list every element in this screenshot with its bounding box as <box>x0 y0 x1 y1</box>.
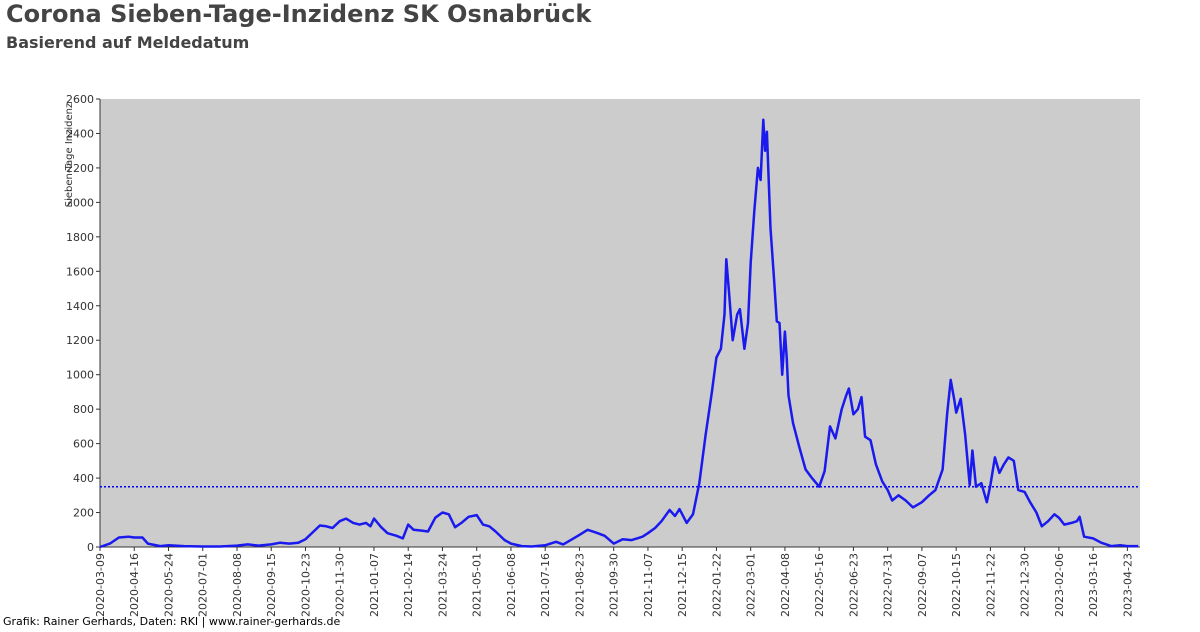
y-tick-label: 1800 <box>66 231 94 244</box>
x-tick-label: 2021-07-16 <box>539 553 552 617</box>
x-tick-label: 2022-11-22 <box>984 553 997 617</box>
x-tick-label: 2020-03-09 <box>94 553 107 617</box>
y-tick-label: 1200 <box>66 334 94 347</box>
chart-title: Corona Sieben-Tage-Inzidenz SK Osnabrück <box>6 0 592 28</box>
y-tick-label: 800 <box>73 403 94 416</box>
x-tick-label: 2022-12-30 <box>1019 553 1032 617</box>
y-axis-label: Sieben-Tage Inzidenz <box>64 103 75 207</box>
y-tick-label: 200 <box>73 507 94 520</box>
x-tick-label: 2021-02-14 <box>402 553 415 617</box>
x-tick-label: 2020-11-30 <box>334 553 347 617</box>
x-tick-label: 2022-01-22 <box>710 553 723 617</box>
x-tick-label: 2022-06-23 <box>847 553 860 617</box>
y-tick-label: 1600 <box>66 265 94 278</box>
y-tick-label: 2000 <box>66 196 94 209</box>
y-tick-label: 1400 <box>66 300 94 313</box>
x-tick-label: 2021-03-24 <box>436 553 449 617</box>
x-tick-label: 2020-08-08 <box>231 553 244 617</box>
x-tick-label: 2022-03-01 <box>745 553 758 617</box>
y-tick-label: 400 <box>73 472 94 485</box>
x-tick-label: 2021-01-07 <box>368 553 381 617</box>
x-tick-label: 2021-05-01 <box>471 553 484 617</box>
x-tick-label: 2021-06-08 <box>505 553 518 617</box>
x-tick-label: 2023-02-06 <box>1053 553 1066 617</box>
x-tick-label: 2022-07-31 <box>882 553 895 617</box>
y-tick-label: 600 <box>73 438 94 451</box>
y-tick-label: 1000 <box>66 369 94 382</box>
plot-area <box>100 99 1140 547</box>
x-tick-label: 2020-10-23 <box>299 553 312 617</box>
x-tick-label: 2023-03-16 <box>1087 553 1100 617</box>
x-tick-label: 2021-09-30 <box>608 553 621 617</box>
x-tick-label: 2021-12-15 <box>676 553 689 617</box>
x-tick-label: 2022-05-16 <box>813 553 826 617</box>
chart-subtitle: Basierend auf Meldedatum <box>6 33 249 52</box>
y-tick-label: 2400 <box>66 127 94 140</box>
x-tick-label: 2020-07-01 <box>197 553 210 617</box>
footer: Grafik: Rainer Gerhards, Daten: RKI | ww… <box>3 615 341 628</box>
y-tick-label: 0 <box>87 541 94 554</box>
x-tick-label: 2021-08-23 <box>573 553 586 617</box>
x-tick-label: 2021-11-07 <box>642 553 655 617</box>
x-tick-label: 2020-04-16 <box>128 553 141 617</box>
x-tick-label: 2022-04-08 <box>779 553 792 617</box>
x-tick-label: 2022-10-15 <box>950 553 963 617</box>
x-tick-label: 2023-04-23 <box>1121 553 1134 617</box>
x-tick-label: 2020-05-24 <box>162 553 175 617</box>
y-tick-label: 2200 <box>66 162 94 175</box>
x-tick-label: 2020-09-15 <box>265 553 278 617</box>
y-tick-label: 2600 <box>66 93 94 106</box>
data-line <box>99 118 1139 549</box>
x-tick-label: 2022-09-07 <box>916 553 929 617</box>
